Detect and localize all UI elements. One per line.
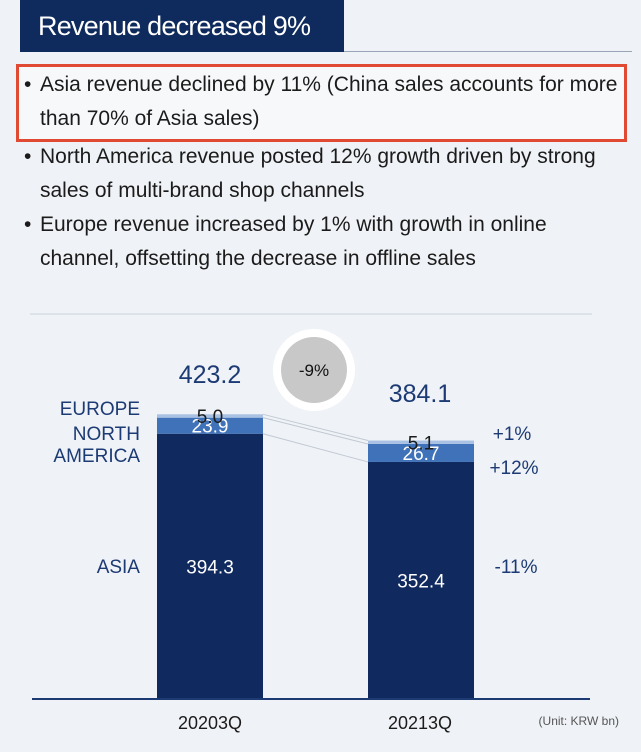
legend-north: NORTH <box>73 424 140 445</box>
value-label-asia-0: 394.3 <box>186 557 234 578</box>
bullet-list: Asia revenue declined by 11% (China sale… <box>24 68 624 276</box>
bar-asia-1 <box>368 461 474 699</box>
page-title: Revenue decreased 9% <box>20 0 344 52</box>
value-label-asia-1: 352.4 <box>397 571 445 592</box>
growth-europe: +1% <box>493 424 532 445</box>
bar-europe-0 <box>157 414 263 418</box>
value-label-europe-0: 5.0 <box>197 407 223 428</box>
value-label-north-america-0: 23.9 <box>192 417 229 438</box>
bar-north-america-0 <box>157 417 263 434</box>
legend-europe: EUROPE <box>60 399 140 420</box>
bullet-europe: Europe revenue increased by 1% with grow… <box>24 208 624 276</box>
connector-europe-bottom <box>262 417 369 445</box>
category-label-2021: 20213Q <box>388 713 452 733</box>
bar-europe-1 <box>368 440 474 444</box>
value-label-europe-1: 5.1 <box>408 433 434 454</box>
connector-na-bottom <box>262 433 369 463</box>
legend-america: AMERICA <box>53 446 140 467</box>
unit-note: (Unit: KRW bn) <box>539 714 619 728</box>
growth-asia: -11% <box>495 557 538 578</box>
bullet-asia: Asia revenue declined by 11% (China sale… <box>24 68 624 136</box>
category-label-2020: 20203Q <box>178 713 242 733</box>
bar-asia-0 <box>157 433 263 699</box>
growth-north-america: +12% <box>489 458 538 479</box>
title-divider <box>344 51 632 52</box>
value-label-north-america-1: 26.7 <box>403 444 440 465</box>
total-label-2021: 384.1 <box>389 380 452 408</box>
connector-europe-top <box>262 413 369 442</box>
legend-asia: ASIA <box>97 557 141 578</box>
change-badge <box>281 337 347 403</box>
total-label-2020: 423.2 <box>179 361 242 389</box>
bullet-north-america: North America revenue posted 12% growth … <box>24 140 624 208</box>
change-badge-text: -9% <box>299 361 329 380</box>
bar-north-america-1 <box>368 443 474 462</box>
